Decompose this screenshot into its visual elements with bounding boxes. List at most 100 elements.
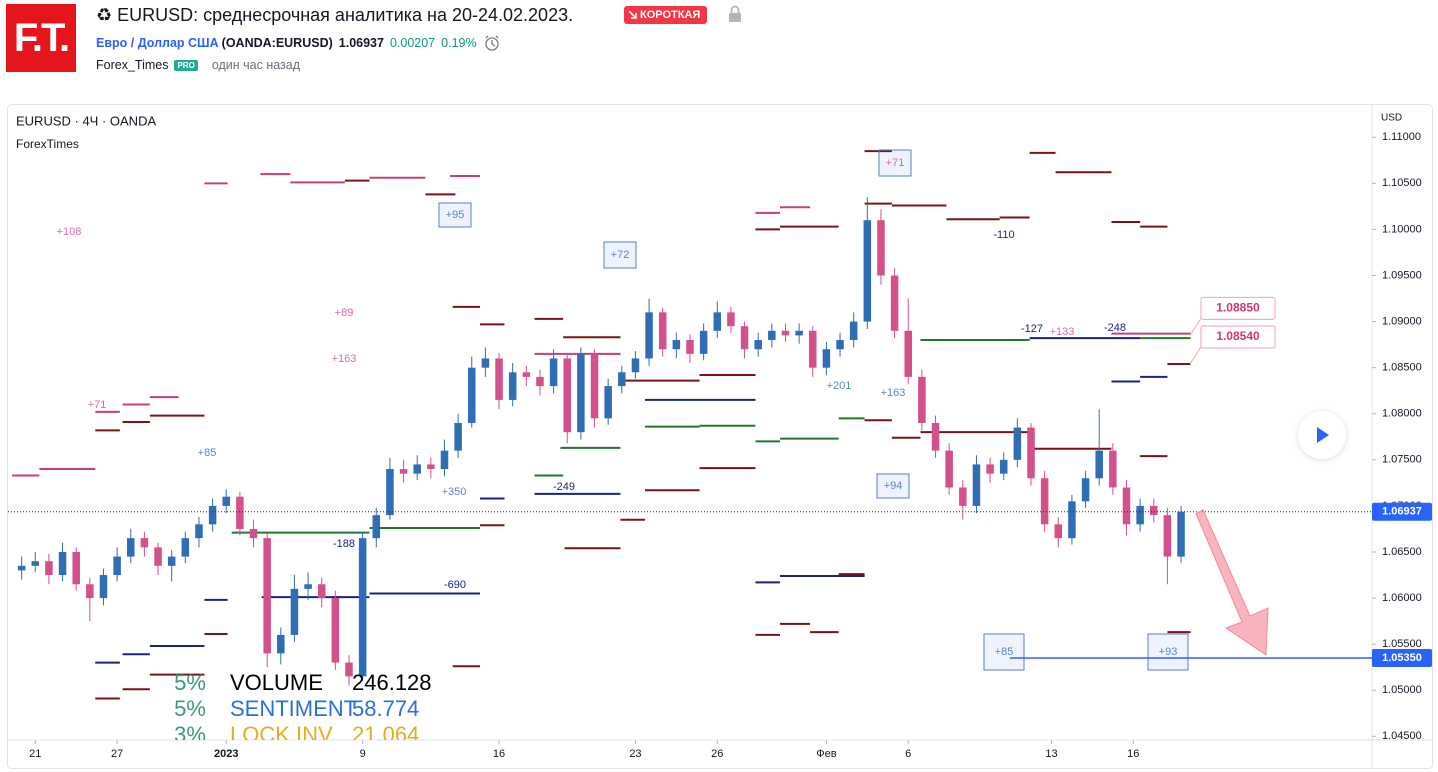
annotation-box (878, 149, 912, 177)
price-tag-box (1200, 325, 1276, 349)
annotation: -188 (333, 538, 355, 550)
logo[interactable]: F.T. (6, 4, 76, 72)
stat-value: 58.774 (352, 696, 419, 721)
x-tick-label: 6 (905, 748, 911, 760)
candle-body (563, 358, 571, 433)
y-tick-label: 1.07500 (1382, 454, 1422, 466)
y-tick-label: 1.06500 (1382, 546, 1422, 558)
chart-frame (7, 104, 1433, 769)
price-tag-label: 1.08850 (1216, 301, 1260, 315)
y-tick-label: 1.08500 (1382, 362, 1422, 374)
forecast-arrow (1195, 509, 1269, 656)
candle-body (413, 464, 421, 474)
candle-body (1109, 450, 1117, 488)
x-tick-label: 2023 (214, 748, 238, 760)
candle-body (508, 372, 517, 400)
annotation-box (438, 202, 472, 228)
candle-body (904, 330, 912, 377)
candle-body (577, 353, 585, 433)
annotation: +163 (332, 353, 357, 365)
candle-body (931, 422, 940, 451)
candle-body (208, 505, 217, 525)
candle-body (590, 353, 599, 419)
price-tag-label: 1.08540 (1216, 329, 1260, 343)
x-tick-label: 16 (493, 748, 505, 760)
x-tick-label: 13 (1045, 748, 1057, 760)
author[interactable]: Forex_Times (96, 58, 169, 72)
chart-subtitle: ForexTimes (16, 137, 79, 151)
y-tick-label: 1.09000 (1382, 315, 1422, 327)
candle-body (427, 464, 435, 470)
current-price-label: 1.06937 (1382, 506, 1422, 518)
candle-body (127, 538, 135, 557)
candle-body (618, 372, 626, 387)
candle-body (959, 487, 967, 506)
y-tick-label: 1.11000 (1382, 131, 1421, 143)
candle-body (986, 464, 994, 474)
currency-label: USD (1381, 113, 1402, 124)
candle-body (454, 422, 462, 451)
alert-icon[interactable] (483, 34, 501, 52)
annotation-box (876, 473, 910, 499)
candle-body (195, 524, 203, 539)
annotation: +108 (57, 226, 82, 238)
annotation: +350 (442, 486, 467, 498)
target-price-tag (1372, 648, 1432, 667)
short-badge: КОРОТКАЯ (624, 6, 708, 24)
pro-badge: PRO (174, 59, 198, 71)
lock-icon (729, 5, 741, 22)
candle-body (822, 349, 831, 368)
candle-body (372, 515, 381, 539)
candle-body (727, 312, 735, 327)
instrument-name[interactable]: Евро / Доллар США (96, 36, 219, 50)
annotation-box (983, 633, 1025, 671)
x-tick-label: 21 (29, 748, 41, 760)
ticker[interactable]: (OANDA:EURUSD) (221, 36, 333, 50)
candle-body (181, 538, 190, 557)
annotation: -690 (444, 579, 466, 591)
annotation: +71 (88, 399, 107, 411)
price-tag-connector (1189, 318, 1202, 336)
play-icon[interactable] (1317, 427, 1329, 443)
candle-body (72, 551, 80, 585)
annotation-box (603, 241, 637, 269)
stat-label: SENTIMENT (230, 696, 357, 721)
y-tick-label: 1.05000 (1382, 684, 1422, 696)
x-tick-label: Фев (816, 748, 836, 760)
candle-body (809, 330, 817, 368)
x-tick-label: 27 (111, 748, 123, 760)
annotation: +93 (1159, 646, 1178, 658)
candle-body (331, 598, 340, 663)
candle-body (890, 275, 899, 331)
candle-body (1081, 478, 1090, 502)
stat-label: LOCK INV (230, 722, 333, 747)
chart-title: EURUSD · 4Ч · OANDA (16, 113, 156, 128)
candle-body (495, 358, 503, 400)
y-tick-label: 1.09500 (1382, 269, 1422, 281)
candle-body (468, 367, 476, 423)
candle-body (222, 496, 230, 506)
candle-body (877, 220, 885, 276)
annotation: +72 (611, 249, 630, 261)
candle-body (1054, 524, 1063, 539)
candle-body (277, 634, 285, 654)
stat-value: 21.064 (352, 722, 419, 747)
candle-body (31, 561, 40, 566)
idea-title: ♻ EURUSD: среднесрочная аналитика на 20-… (96, 5, 574, 25)
candle-body (1150, 505, 1158, 516)
candle-body (86, 584, 94, 599)
candle-body (699, 330, 708, 354)
candle-body (481, 358, 490, 368)
candle-body (604, 386, 612, 419)
annotation: +163 (881, 387, 906, 399)
candle-body (658, 312, 667, 350)
candle-body (863, 220, 872, 322)
play-button[interactable] (1298, 411, 1346, 459)
candle-body (113, 556, 121, 576)
annotation: +201 (827, 380, 852, 392)
candle-body (1027, 427, 1035, 479)
badge-text: КОРОТКАЯ (640, 9, 701, 21)
stat-label: VOLUME (230, 670, 323, 695)
plot-area: +108 +71 +85 +89 +163 +95 +72 +71 -110 +350 -249 -1… (8, 149, 1372, 747)
candle-body (1095, 450, 1103, 479)
